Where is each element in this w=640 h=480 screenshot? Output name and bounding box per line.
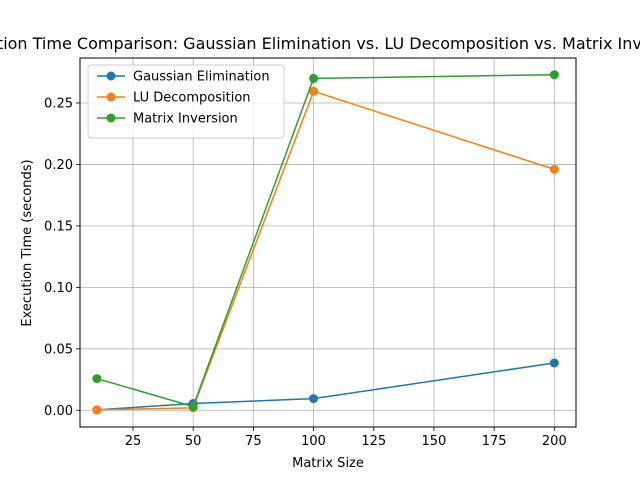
legend-marker	[106, 71, 116, 81]
x-tick-label: 100	[301, 434, 326, 449]
y-axis-label: Execution Time (seconds)	[20, 159, 35, 326]
series-line-matrix-inversion	[96, 73, 555, 408]
data-point-gaussian-elimination	[549, 358, 559, 368]
x-tick-label: 125	[361, 434, 386, 449]
legend-label: LU Decomposition	[133, 91, 251, 106]
series-group	[92, 70, 559, 415]
legend-box	[87, 64, 285, 139]
legend-item-lu-decomposition: LU Decomposition	[97, 91, 251, 106]
x-tick-label: 25	[125, 434, 142, 449]
series-line-gaussian-elimination	[96, 362, 555, 411]
data-point-matrix-inversion	[92, 374, 102, 384]
data-point-lu-decomposition	[309, 86, 319, 96]
data-point-lu-decomposition	[92, 405, 102, 415]
legend-marker	[106, 92, 116, 102]
x-tick-label: 175	[482, 434, 507, 449]
data-point-matrix-inversion	[188, 402, 198, 412]
y-tick-label: 0.15	[44, 219, 73, 234]
legend: Gaussian Elimination LU Decomposition Matr…	[87, 64, 285, 139]
legend-label: Matrix Inversion	[133, 112, 238, 127]
y-tick-label: 0.20	[44, 158, 73, 173]
chart-title: Execution Time Comparison: Gaussian Elim…	[0, 34, 640, 53]
plot-frame	[79, 57, 577, 428]
x-tick-label: 75	[245, 434, 262, 449]
legend-item-matrix-inversion: Matrix Inversion	[97, 112, 238, 127]
x-axis-label: Matrix Size	[292, 456, 364, 471]
data-point-gaussian-elimination	[309, 394, 319, 404]
legend-marker	[106, 113, 116, 123]
x-tick-label: 200	[542, 434, 567, 449]
data-point-matrix-inversion	[309, 73, 319, 83]
y-tick-label: 0.10	[44, 281, 73, 296]
legend-label: Gaussian Elimination	[133, 70, 270, 85]
ticks: 25 50 75 100 125 150 175 200 0.00 0.05 0.10 0.15 0.2…	[44, 96, 567, 449]
x-tick-label: 150	[422, 434, 447, 449]
y-tick-label: 0.00	[44, 404, 73, 419]
series-line-lu-decomposition	[96, 90, 555, 411]
series-gaussian-elimination	[92, 358, 559, 415]
y-tick-label: 0.25	[44, 96, 73, 111]
data-point-matrix-inversion	[549, 70, 559, 80]
x-tick-label: 50	[185, 434, 202, 449]
grid	[80, 58, 576, 427]
legend-item-gaussian-elimination: Gaussian Elimination	[97, 70, 270, 85]
series-matrix-inversion	[92, 70, 559, 412]
y-tick-label: 0.05	[44, 342, 73, 357]
data-point-lu-decomposition	[549, 164, 559, 174]
